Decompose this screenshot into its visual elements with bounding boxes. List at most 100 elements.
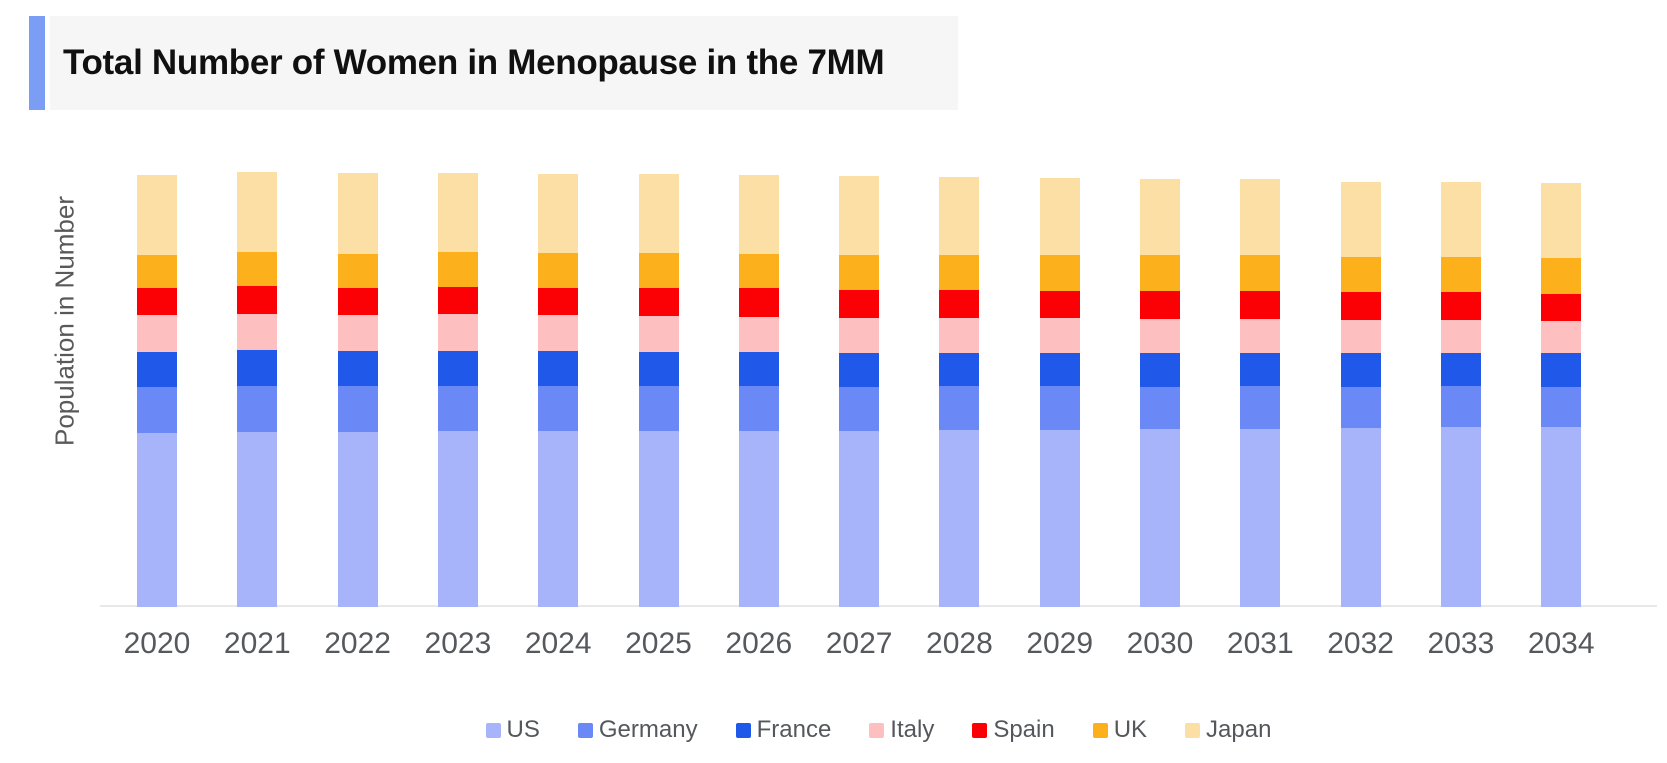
bar-segment-spain-2030[interactable] [1140, 291, 1180, 319]
bar-segment-italy-2028[interactable] [939, 317, 980, 353]
bar-segment-italy-2034[interactable] [1541, 320, 1582, 354]
bar-segment-italy-2027[interactable] [839, 317, 880, 354]
bar-segment-japan-2034[interactable] [1541, 182, 1582, 259]
bar-segment-uk-2023[interactable] [437, 252, 478, 287]
legend-item-uk[interactable]: UK [1092, 716, 1147, 744]
bar-segment-italy-2020[interactable] [137, 314, 177, 352]
bar-2033[interactable] [1440, 182, 1481, 607]
bar-segment-germany-2025[interactable] [638, 386, 679, 432]
bar-2021[interactable] [237, 172, 278, 607]
bar-segment-us-2030[interactable] [1140, 429, 1180, 607]
bar-segment-japan-2028[interactable] [939, 176, 980, 255]
bar-segment-italy-2029[interactable] [1039, 318, 1080, 353]
bar-segment-uk-2022[interactable] [337, 253, 378, 288]
bar-segment-italy-2032[interactable] [1340, 319, 1381, 354]
bar-segment-spain-2023[interactable] [437, 286, 478, 315]
legend-item-germany[interactable]: Germany [577, 716, 698, 744]
bar-segment-us-2023[interactable] [437, 431, 478, 607]
bar-2025[interactable] [638, 174, 679, 607]
bar-segment-france-2027[interactable] [839, 353, 880, 387]
bar-segment-us-2027[interactable] [839, 431, 880, 607]
bar-segment-spain-2031[interactable] [1240, 291, 1281, 319]
bar-segment-spain-2034[interactable] [1541, 293, 1582, 321]
bar-segment-uk-2032[interactable] [1340, 256, 1381, 293]
bar-segment-italy-2031[interactable] [1240, 318, 1281, 353]
bar-segment-germany-2023[interactable] [437, 385, 478, 432]
bar-segment-us-2026[interactable] [738, 431, 779, 607]
bar-segment-us-2025[interactable] [638, 431, 679, 607]
bar-segment-italy-2024[interactable] [538, 315, 579, 352]
bar-segment-japan-2026[interactable] [738, 175, 779, 254]
bar-segment-france-2020[interactable] [137, 351, 177, 387]
bar-segment-uk-2029[interactable] [1039, 255, 1080, 291]
bar-segment-japan-2032[interactable] [1340, 181, 1381, 257]
bar-segment-germany-2034[interactable] [1541, 386, 1582, 427]
bar-segment-germany-2024[interactable] [538, 386, 579, 432]
bar-segment-france-2031[interactable] [1240, 352, 1281, 387]
bar-segment-uk-2033[interactable] [1440, 256, 1481, 293]
bar-segment-uk-2028[interactable] [939, 254, 980, 290]
bar-segment-france-2025[interactable] [638, 351, 679, 387]
bar-2020[interactable] [137, 174, 177, 607]
bar-segment-italy-2030[interactable] [1140, 318, 1180, 354]
bar-segment-spain-2024[interactable] [538, 287, 579, 316]
bar-segment-uk-2030[interactable] [1140, 255, 1180, 292]
bar-2023[interactable] [437, 172, 478, 607]
bar-segment-us-2033[interactable] [1440, 427, 1481, 607]
bar-segment-germany-2029[interactable] [1039, 386, 1080, 430]
bar-segment-uk-2027[interactable] [839, 254, 880, 290]
legend-item-italy[interactable]: Italy [869, 716, 934, 744]
bar-segment-uk-2020[interactable] [137, 254, 177, 288]
bar-segment-us-2031[interactable] [1240, 428, 1281, 607]
bar-segment-us-2021[interactable] [237, 431, 278, 607]
bar-segment-japan-2031[interactable] [1240, 179, 1281, 255]
bar-segment-uk-2026[interactable] [738, 253, 779, 289]
bar-segment-uk-2031[interactable] [1240, 255, 1281, 292]
bar-segment-france-2029[interactable] [1039, 352, 1080, 387]
bar-segment-germany-2031[interactable] [1240, 386, 1281, 429]
bar-segment-spain-2026[interactable] [738, 288, 779, 317]
bar-2032[interactable] [1340, 181, 1381, 607]
bar-segment-france-2033[interactable] [1440, 352, 1481, 387]
bar-segment-us-2032[interactable] [1340, 428, 1381, 607]
bar-segment-japan-2022[interactable] [337, 173, 378, 254]
bar-segment-japan-2021[interactable] [237, 172, 278, 253]
bar-segment-france-2028[interactable] [939, 352, 980, 387]
bar-segment-germany-2021[interactable] [237, 385, 278, 432]
bar-segment-france-2022[interactable] [337, 351, 378, 387]
bar-segment-germany-2020[interactable] [137, 386, 177, 433]
bar-segment-uk-2021[interactable] [237, 252, 278, 287]
bar-segment-japan-2023[interactable] [437, 172, 478, 253]
bar-segment-germany-2028[interactable] [939, 386, 980, 431]
bar-2028[interactable] [939, 176, 980, 607]
bar-segment-france-2030[interactable] [1140, 353, 1180, 387]
bar-2024[interactable] [538, 173, 579, 607]
bar-segment-japan-2024[interactable] [538, 173, 579, 254]
bar-segment-us-2029[interactable] [1039, 429, 1080, 607]
bar-segment-spain-2022[interactable] [337, 287, 378, 315]
bar-2031[interactable] [1240, 179, 1281, 607]
bar-segment-spain-2033[interactable] [1440, 292, 1481, 320]
bar-2022[interactable] [337, 173, 378, 607]
bar-2026[interactable] [738, 175, 779, 607]
bar-2029[interactable] [1039, 178, 1080, 607]
bar-segment-us-2022[interactable] [337, 431, 378, 607]
bar-segment-japan-2025[interactable] [638, 174, 679, 254]
bar-segment-france-2021[interactable] [237, 350, 278, 386]
legend-item-japan[interactable]: Japan [1185, 716, 1271, 744]
bar-segment-japan-2033[interactable] [1440, 182, 1481, 257]
legend-item-us[interactable]: US [485, 716, 540, 744]
bar-segment-japan-2029[interactable] [1039, 178, 1080, 256]
bar-segment-uk-2034[interactable] [1541, 258, 1582, 294]
bar-segment-spain-2028[interactable] [939, 289, 980, 318]
bar-segment-france-2023[interactable] [437, 350, 478, 386]
bar-segment-germany-2027[interactable] [839, 386, 880, 432]
bar-2030[interactable] [1140, 178, 1180, 607]
bar-segment-italy-2026[interactable] [738, 316, 779, 353]
bar-segment-us-2028[interactable] [939, 430, 980, 607]
bar-segment-germany-2032[interactable] [1340, 386, 1381, 429]
bar-segment-france-2032[interactable] [1340, 353, 1381, 387]
bar-segment-spain-2020[interactable] [137, 287, 177, 315]
bar-segment-spain-2025[interactable] [638, 287, 679, 316]
bar-segment-japan-2030[interactable] [1140, 178, 1180, 256]
